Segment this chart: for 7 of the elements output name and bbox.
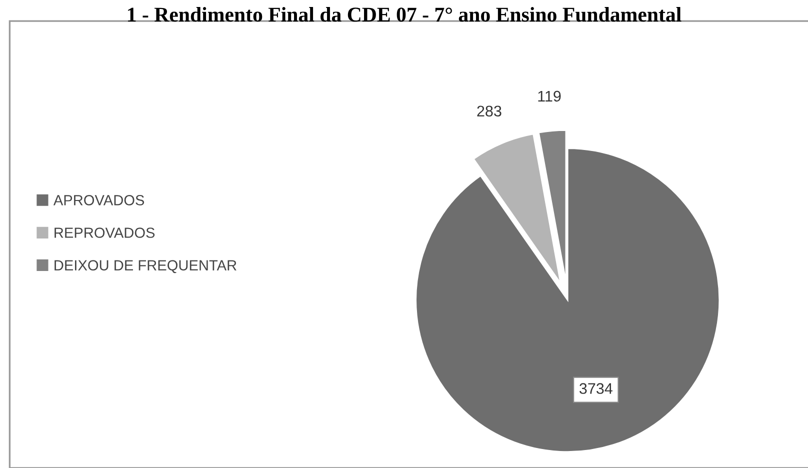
data-label: 3734 <box>580 383 612 394</box>
chart-title: 1 - Rendimento Final da CDE 07 - 7° ano Ensino Fundamental <box>128 7 682 22</box>
legend-label: APROVADOS <box>53 195 144 206</box>
legend-label: DEIXOU DE FREQUENTAR <box>54 260 236 274</box>
data-label: 119 <box>538 90 561 102</box>
data-label: 283 <box>477 106 502 117</box>
legend-label: REPROVADOS <box>54 228 155 238</box>
